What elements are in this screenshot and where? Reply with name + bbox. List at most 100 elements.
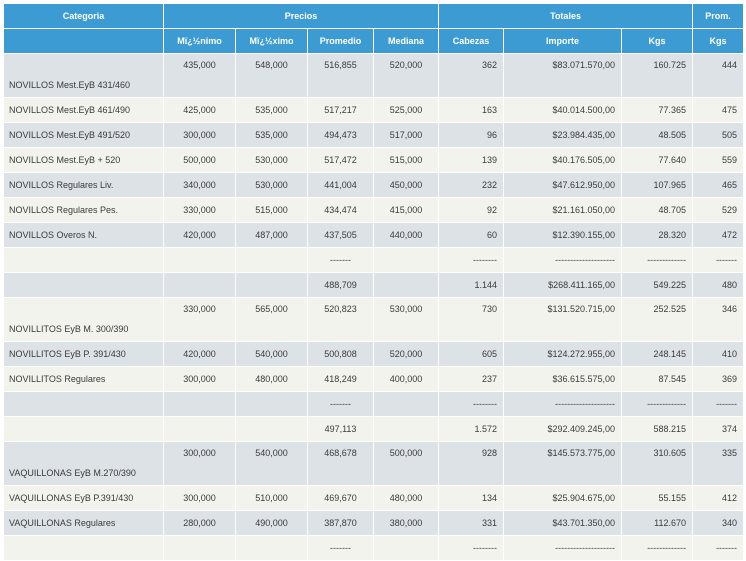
table-cell: 400,000	[372, 366, 440, 392]
table-cell: 450,000	[372, 172, 440, 198]
table-cell: 516,855	[307, 53, 374, 98]
table-cell: NOVILLOS Regulares Liv.	[3, 172, 164, 198]
table-cell: 160.725	[621, 53, 694, 98]
table-cell: 300,000	[163, 122, 236, 148]
table-cell: 300,000	[163, 441, 236, 486]
table-cell: VAQUILLONAS Regulares	[3, 510, 164, 536]
table-cell: 330,000	[163, 297, 236, 342]
price-table: Categoria Precios Totales Prom. Mï¿½nimo…	[3, 3, 745, 561]
table-cell: 55.155	[621, 485, 694, 511]
table-cell: 530,000	[372, 297, 440, 342]
table-cell: 1.572	[438, 416, 505, 442]
table-cell: 535,000	[235, 122, 308, 148]
table-cell: NOVILLITOS EyB M. 300/390	[3, 297, 164, 342]
table-cell	[163, 391, 236, 417]
table-row: 488,709 1.144 $268.411.165,00 549.225 480	[3, 272, 745, 298]
header-cell: Kgs	[621, 28, 694, 54]
table-cell: 248.145	[621, 341, 694, 367]
table-cell: 559	[692, 147, 745, 173]
table-cell: 362	[438, 53, 505, 98]
table-cell: $40.014.500,00	[503, 97, 623, 123]
table-cell: 480	[692, 272, 745, 298]
table-cell: 440,000	[372, 222, 440, 248]
table-row: NOVILLITOS EyB M. 300/390 330,000 565,000 5…	[3, 297, 745, 342]
table-cell: 468,678	[307, 441, 374, 486]
table-cell: -------	[307, 247, 374, 273]
table-cell	[163, 272, 236, 298]
table-cell: --------------------	[503, 535, 623, 561]
table-cell	[3, 391, 164, 417]
table-cell: $47.612.950,00	[503, 172, 623, 198]
table-cell: $124.272.955,00	[503, 341, 623, 367]
table-cell: 730	[438, 297, 505, 342]
table-cell: -------	[307, 535, 374, 561]
header-cell: Totales	[438, 3, 694, 29]
table-row: NOVILLITOS EyB P. 391/430 420,000 540,000 5…	[3, 341, 745, 367]
table-cell: $21.161.050,00	[503, 197, 623, 223]
table-cell: NOVILLITOS Regulares	[3, 366, 164, 392]
table-cell: 441,004	[307, 172, 374, 198]
table-cell: 331	[438, 510, 505, 536]
table-cell: 549.225	[621, 272, 694, 298]
table-cell: 500,000	[372, 441, 440, 486]
table-cell: 387,870	[307, 510, 374, 536]
table-row: NOVILLOS Overos N. 420,000 487,000 437,505 4…	[3, 222, 745, 248]
table-cell	[163, 247, 236, 273]
table-cell	[3, 272, 164, 298]
table-row: NOVILLOS Regulares Pes. 330,000 515,000 434…	[3, 197, 745, 223]
table-cell: 530,000	[235, 147, 308, 173]
table-row: NOVILLOS Mest.EyB 491/520 300,000 535,000 4…	[3, 122, 745, 148]
table-cell: 500,000	[163, 147, 236, 173]
table-cell: VAQUILLONAS EyB M.270/390	[3, 441, 164, 486]
table-cell: 530,000	[235, 172, 308, 198]
page: Categoria Precios Totales Prom. Mï¿½nimo…	[3, 3, 745, 561]
table-cell: $292.409.245,00	[503, 416, 623, 442]
table-cell: $23.984.435,00	[503, 122, 623, 148]
table-cell: 330,000	[163, 197, 236, 223]
table-cell: 475	[692, 97, 745, 123]
table-cell: -------	[692, 247, 745, 273]
header-cell: Precios	[162, 3, 440, 29]
table-cell	[372, 391, 440, 417]
table-row: VAQUILLONAS EyB M.270/390 300,000 540,000 4…	[3, 441, 745, 486]
table-cell: 28.320	[621, 222, 694, 248]
table-cell: 300,000	[163, 485, 236, 511]
table-row: 497,113 1.572 $292.409.245,00 588.215 374	[3, 416, 745, 442]
table-cell: 520,000	[372, 341, 440, 367]
table-cell: 310.605	[621, 441, 694, 486]
table-cell	[3, 535, 164, 561]
table-cell: 335	[692, 441, 745, 486]
table-cell: 515,000	[235, 197, 308, 223]
table-cell: 340,000	[163, 172, 236, 198]
table-row: ------- -------- -------------------- -----…	[3, 535, 745, 561]
header-column-row: Mï¿½nimo Mï¿½ximo Promedio Mediana Cabez…	[3, 28, 745, 54]
table-cell: 425,000	[163, 97, 236, 123]
table-cell: 77.640	[621, 147, 694, 173]
table-cell: NOVILLITOS EyB P. 391/430	[3, 341, 164, 367]
table-cell: --------	[438, 247, 505, 273]
table-cell: 232	[438, 172, 505, 198]
table-cell: 488,709	[307, 272, 374, 298]
table-cell: 346	[692, 297, 745, 342]
table-cell	[163, 416, 236, 442]
table-cell	[372, 247, 440, 273]
table-cell: 48.705	[621, 197, 694, 223]
table-cell: 139	[438, 147, 505, 173]
table-cell: $268.411.165,00	[503, 272, 623, 298]
table-cell: 300,000	[163, 366, 236, 392]
table-cell: 517,000	[372, 122, 440, 148]
table-row: NOVILLOS Mest.EyB + 520 500,000 530,000 517…	[3, 147, 745, 173]
table-cell: 540,000	[235, 441, 308, 486]
table-cell	[235, 247, 308, 273]
table-cell: 510,000	[235, 485, 308, 511]
table-cell: 434,474	[307, 197, 374, 223]
header-cell: Mediana	[372, 28, 440, 54]
table-cell: $145.573.775,00	[503, 441, 623, 486]
table-cell: NOVILLOS Mest.EyB 491/520	[3, 122, 164, 148]
table-cell: 480,000	[235, 366, 308, 392]
table-cell: 107.965	[621, 172, 694, 198]
header-cell: Promedio	[307, 28, 374, 54]
table-cell: 163	[438, 97, 505, 123]
table-cell: --------------------	[503, 391, 623, 417]
table-cell: 415,000	[372, 197, 440, 223]
